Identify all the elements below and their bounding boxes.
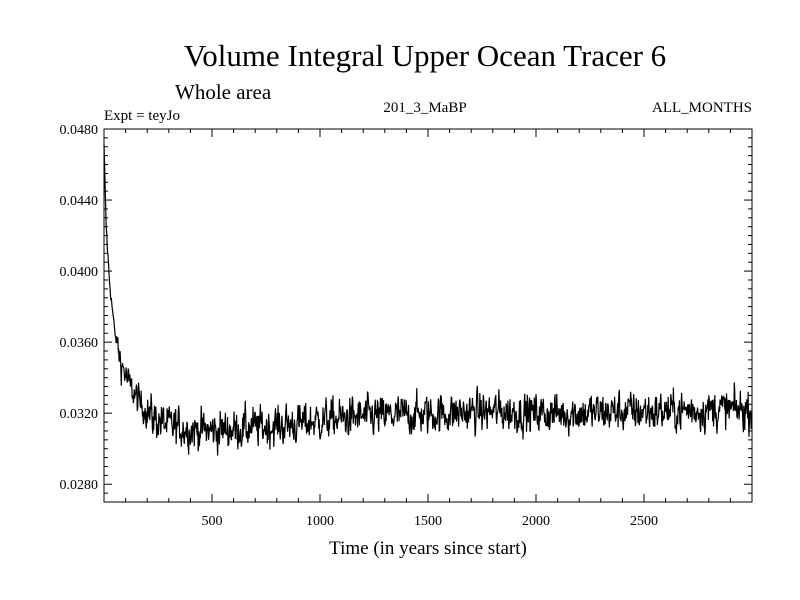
y-tick-label: 0.0360 [60, 336, 99, 351]
series-layer [103, 143, 753, 456]
series-line [103, 143, 753, 456]
x-tick-label: 1500 [414, 514, 442, 529]
y-tick-label: 0.0280 [60, 478, 99, 493]
x-tick-label: 2500 [630, 514, 658, 529]
y-tick-label: 0.0400 [60, 265, 99, 280]
chart-subtitle: Whole area [175, 80, 272, 104]
header-left: Expt = teyJo [104, 108, 180, 124]
chart-title: Volume Integral Upper Ocean Tracer 6 [184, 38, 666, 73]
y-tick-label: 0.0320 [60, 407, 99, 422]
ticks-layer: 500 1000 1500 2000 2500 0.0280 0.0320 0.0360 0.0… [60, 123, 752, 529]
x-tick-label: 2000 [522, 514, 550, 529]
header-center: 201_3_MaBP [383, 100, 466, 116]
y-tick-label: 0.0440 [60, 194, 99, 209]
plot-frame [103, 128, 753, 503]
x-tick-label: 500 [202, 514, 223, 529]
header-right: ALL_MONTHS [652, 100, 752, 116]
x-axis-label: Time (in years since start) [329, 538, 527, 559]
x-tick-label: 1000 [306, 514, 334, 529]
y-tick-label: 0.0480 [60, 123, 99, 138]
